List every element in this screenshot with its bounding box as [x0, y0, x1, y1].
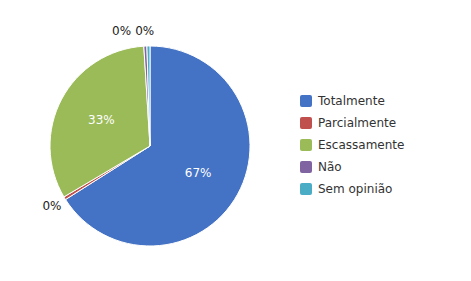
data-label: 67% [185, 166, 212, 180]
chart-container: 67% 0% 33% 0% 0% Totalmente Parcialmente Escass… [0, 0, 471, 281]
legend-label: Parcialmente [318, 116, 396, 130]
legend-label: Totalmente [317, 94, 385, 108]
pie-slice [144, 46, 150, 146]
legend-label: Sem opinião [318, 182, 392, 196]
chart: 67% 0% 33% 0% 0% Totalmente Parcialmente Escass… [0, 0, 471, 281]
legend-swatch [300, 183, 312, 195]
legend-swatch [300, 139, 312, 151]
pie-slice [50, 46, 150, 197]
legend-swatch [300, 117, 312, 129]
pie-slice [147, 46, 150, 146]
legend-label: Não [318, 160, 342, 174]
data-label: 0% [112, 24, 131, 38]
data-label: 0% [135, 24, 154, 38]
data-label: 0% [42, 199, 61, 213]
legend-swatch [300, 161, 312, 173]
legend: Totalmente Parcialmente Escassamente Não Sem… [300, 94, 404, 196]
slices [50, 46, 250, 246]
data-labels: 67% 0% 33% 0% 0% [42, 24, 211, 213]
legend-swatch [300, 95, 312, 107]
data-label: 33% [88, 113, 115, 127]
legend-label: Escassamente [318, 138, 404, 152]
